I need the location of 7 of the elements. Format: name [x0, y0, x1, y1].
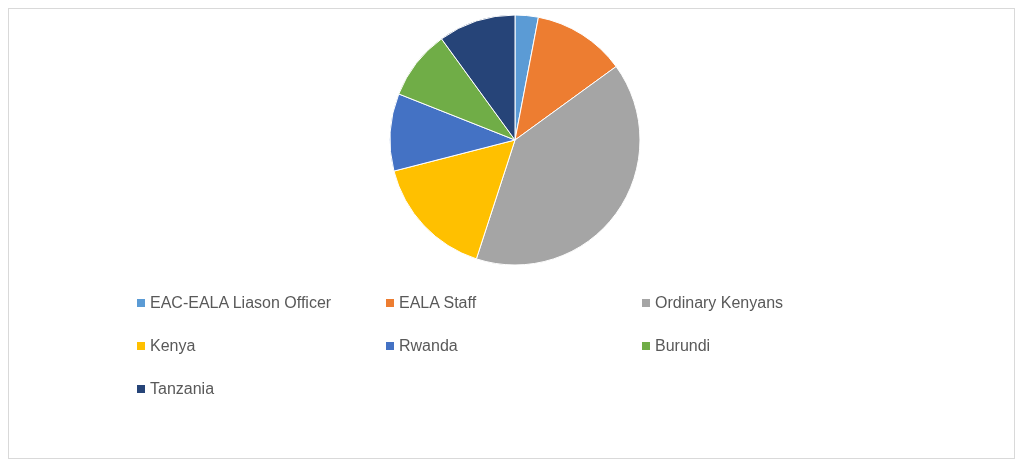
legend-label: EALA Staff	[399, 294, 477, 311]
legend-label: Kenya	[150, 337, 196, 354]
legend-label: Burundi	[655, 337, 711, 354]
legend-label: Ordinary Kenyans	[655, 294, 784, 311]
legend-label: EAC-EALA Liason Officer	[150, 294, 332, 311]
legend-label: Rwanda	[399, 337, 458, 354]
legend-label: Tanzania	[150, 380, 215, 397]
